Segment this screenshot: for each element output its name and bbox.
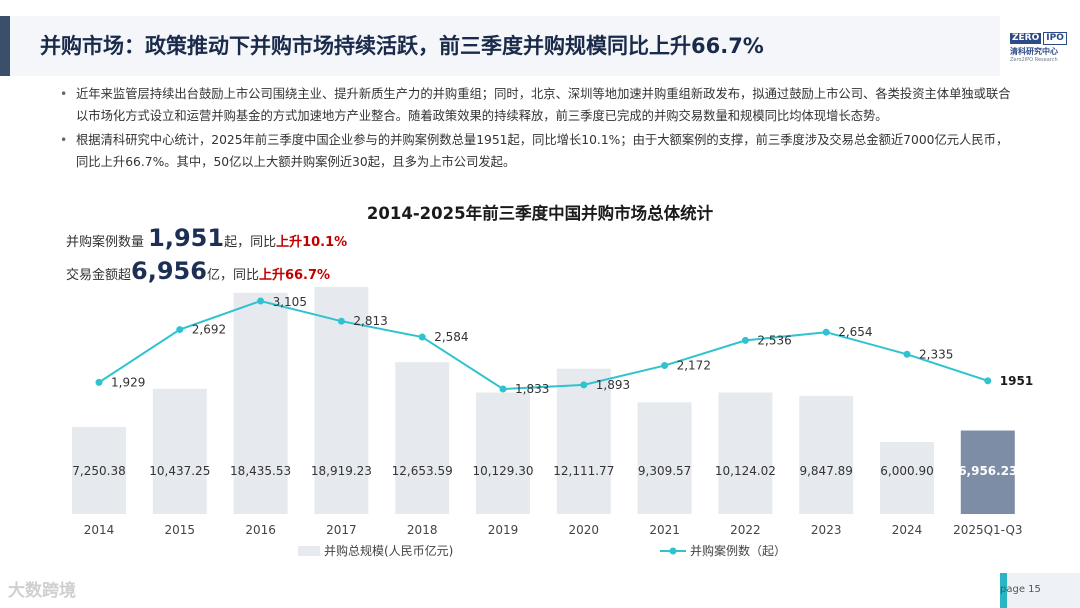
bar-2024 — [880, 441, 934, 514]
deal-count-value: 1,951 — [148, 224, 225, 252]
bar-2014 — [72, 426, 126, 514]
page-number: page 15 — [1000, 584, 1041, 595]
logo-en-text: Zero2IPO Research — [1010, 57, 1058, 63]
legend-bar-swatch — [298, 546, 320, 556]
bar-2025Q1-Q3 — [960, 430, 1015, 514]
bar-2015 — [152, 388, 207, 514]
bar-value-label: 6,956.23 — [958, 464, 1017, 478]
legend-layer: 并购总规模(人民币亿元) 并购案例数（起） — [298, 543, 786, 558]
line-value-label: 2,692 — [192, 323, 226, 337]
deal-count-unit: 起，同比 — [224, 235, 277, 250]
deal-count-point — [580, 381, 588, 389]
x-tick-label: 2023 — [811, 523, 842, 537]
x-tick-label: 2021 — [649, 523, 680, 537]
x-tick-label: 2025Q1-Q3 — [953, 523, 1022, 537]
deal-count-point — [499, 385, 507, 393]
bar-value-label: 12,111.77 — [553, 464, 614, 478]
deal-count-point — [95, 378, 103, 386]
logo-cn-text: 清科研究中心 — [1010, 47, 1058, 56]
deal-count-change: 上升10.1% — [276, 235, 348, 250]
deal-count-point — [903, 350, 911, 358]
deal-count-point — [176, 326, 184, 334]
line-value-label: 1,893 — [596, 378, 630, 392]
bar-value-label: 18,435.53 — [230, 464, 291, 478]
x-tick-label: 2019 — [488, 523, 519, 537]
deal-count-label: 并购案例数量 — [66, 235, 145, 250]
summary-bullets: • 近年来监管层持续出台鼓励上市公司围绕主业、提升新质生产力的并购重组；同时，北… — [60, 83, 1020, 175]
x-tick-label: 2017 — [326, 523, 357, 537]
line-value-label: 3,105 — [273, 295, 307, 309]
bars-layer — [72, 286, 1015, 514]
bar-value-label: 10,124.02 — [715, 464, 776, 478]
bar-value-label: 10,437.25 — [149, 464, 210, 478]
logo-ipo-text: IPO — [1043, 32, 1067, 45]
deal-amount-change: 上升66.7% — [258, 268, 331, 283]
line-value-label: 2,584 — [434, 330, 468, 344]
legend-line-label: 并购案例数（起） — [690, 543, 786, 558]
deal-count-point — [984, 377, 992, 385]
bullet-text: 近年来监管层持续出台鼓励上市公司围绕主业、提升新质生产力的并购重组；同时，北京、… — [76, 87, 1011, 123]
labels-layer: 7,250.38 2014 10,437.25 2015 18,435.53 2016 18… — [72, 295, 1033, 537]
bar-2019 — [476, 392, 530, 514]
line-value-label: 2,654 — [838, 325, 872, 339]
deal-amount-label: 交易金额超 — [66, 268, 132, 283]
line-layer — [95, 297, 992, 393]
line-value-label: 2,335 — [919, 347, 953, 361]
line-value-label: 1,833 — [515, 382, 549, 396]
deal-amount-stat: 交易金额超6,956亿，同比上升66.7% — [66, 257, 330, 285]
line-value-label: 1,929 — [111, 375, 145, 389]
watermark-text: 大数跨境 — [8, 581, 76, 601]
line-value-label: 2,172 — [677, 359, 711, 373]
line-value-label: 2,536 — [757, 333, 791, 347]
bar-value-label: 6,000.90 — [880, 464, 933, 478]
bar-2020 — [556, 368, 611, 514]
bar-2021 — [637, 402, 692, 514]
x-tick-label: 2016 — [245, 523, 276, 537]
deal-count-point — [741, 336, 749, 344]
title-band — [10, 16, 1000, 76]
line-value-label: 2,813 — [353, 314, 387, 328]
deal-count-point — [661, 362, 669, 370]
zero2ipo-logo: ZERO IPO 清科研究中心 Zero2IPO Research — [1010, 32, 1068, 66]
bar-value-label: 12,653.59 — [392, 464, 453, 478]
bullet-dot-icon: • — [60, 133, 68, 147]
chart-title: 2014-2025年前三季度中国并购市场总体统计 — [366, 204, 714, 223]
bullet-dot-icon: • — [60, 87, 68, 101]
bar-value-label: 9,847.89 — [799, 464, 852, 478]
deal-count-point — [337, 317, 345, 325]
x-tick-label: 2020 — [569, 523, 600, 537]
bar-2022 — [718, 392, 773, 514]
bar-value-label: 7,250.38 — [72, 464, 125, 478]
bar-value-label: 9,309.57 — [638, 464, 691, 478]
bar-2018 — [395, 362, 450, 514]
x-tick-label: 2014 — [84, 523, 115, 537]
deal-count-stat: 并购案例数量 1,951起，同比上升10.1% — [66, 224, 347, 252]
x-tick-label: 2018 — [407, 523, 438, 537]
deal-amount-unit: 亿，同比 — [206, 268, 259, 283]
x-tick-label: 2022 — [730, 523, 761, 537]
deal-count-line — [98, 299, 989, 391]
deal-amount-value: 6,956 — [131, 257, 207, 285]
bullet-text: 根据清科研究中心统计，2025年前三季度中国企业参与的并购案例数总量1951起，… — [76, 133, 1009, 169]
bar-value-label: 18,919.23 — [311, 464, 372, 478]
bullet-item: • 根据清科研究中心统计，2025年前三季度中国企业参与的并购案例数总量1951… — [60, 129, 1020, 173]
bar-2023 — [799, 395, 854, 514]
footer-accent-bar — [1000, 573, 1007, 608]
line-value-label: 1951 — [1000, 374, 1033, 388]
footer-band — [1007, 573, 1080, 608]
deal-count-point — [257, 297, 265, 305]
bar-value-label: 10,129.30 — [472, 464, 533, 478]
legend-line-marker — [669, 547, 677, 555]
deal-count-point — [822, 328, 830, 336]
title-accent-bar — [0, 16, 10, 76]
logo-zero-text: ZERO — [1010, 33, 1042, 44]
bullet-item: • 近年来监管层持续出台鼓励上市公司围绕主业、提升新质生产力的并购重组；同时，北… — [60, 83, 1020, 127]
legend-bar-label: 并购总规模(人民币亿元) — [324, 543, 453, 558]
deal-count-point — [418, 333, 426, 341]
x-tick-label: 2015 — [165, 523, 196, 537]
page-title: 并购市场：政策推动下并购市场持续活跃，前三季度并购规模同比上升66.7% — [40, 34, 764, 58]
x-tick-label: 2024 — [892, 523, 923, 537]
bar-2016 — [233, 292, 288, 514]
